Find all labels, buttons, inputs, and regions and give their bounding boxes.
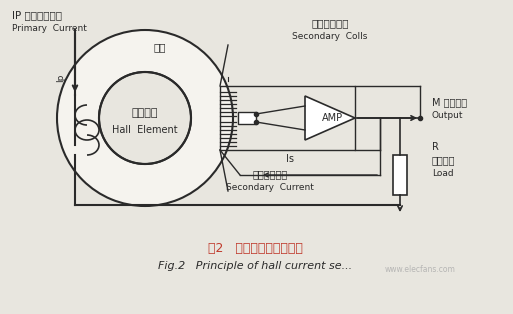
Bar [393, 155, 407, 195]
Polygon shape [305, 96, 355, 140]
Text: 霍尔元件: 霍尔元件 [132, 108, 158, 118]
Bar [238, 112, 256, 124]
Text: 磁芯: 磁芯 [154, 42, 166, 52]
Text: Load: Load [432, 169, 453, 177]
Text: www.elecfans.com: www.elecfans.com [385, 266, 456, 274]
Text: Hall  Element: Hall Element [112, 125, 178, 135]
Text: Ip: Ip [56, 74, 66, 82]
Text: 副边补偿电流: 副边补偿电流 [252, 169, 288, 179]
Text: Fig.2   Principle of hall current se...: Fig.2 Principle of hall current se... [158, 261, 352, 271]
Wedge shape [57, 30, 233, 206]
Text: 图2   霍尔电流变送器原理: 图2 霍尔电流变送器原理 [208, 241, 303, 255]
Text: Secondary  Current: Secondary Current [226, 183, 314, 192]
Text: Output: Output [432, 111, 464, 120]
Text: 采样电阻: 采样电阻 [432, 155, 456, 165]
Bar [220, 86, 355, 150]
Text: M 测量输出: M 测量输出 [432, 97, 467, 107]
Text: R: R [432, 142, 439, 152]
Text: AMP: AMP [322, 113, 343, 123]
Text: Primary  Current: Primary Current [12, 24, 87, 33]
Text: Is: Is [286, 154, 294, 164]
Text: Secondary  Colls: Secondary Colls [292, 32, 368, 41]
Text: IP 原边被测电流: IP 原边被测电流 [12, 10, 62, 20]
Text: 副边补偿线圈: 副边补偿线圈 [311, 18, 349, 28]
